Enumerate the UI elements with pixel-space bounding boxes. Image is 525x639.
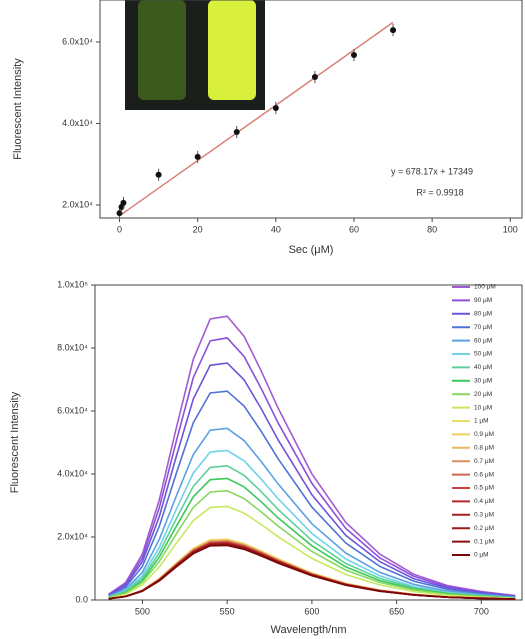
data-point [233, 129, 240, 136]
y-tick-label: 0.0 [75, 594, 88, 604]
legend-label: 100 μM [474, 284, 496, 291]
vial-bright [208, 0, 256, 100]
x-tick-label: 100 [503, 224, 518, 234]
y-tick-label: 2.0x10⁴ [62, 199, 93, 209]
legend-label: 0.2 μM [474, 525, 494, 532]
spectrum-line [108, 449, 516, 599]
legend-label: 0.8 μM [474, 445, 494, 452]
x-tick-label: 600 [304, 606, 319, 616]
fit-line [119, 21, 394, 217]
legend-label: 20 μM [474, 391, 492, 398]
spectrum-line [108, 427, 516, 599]
legend-label: 0.9 μM [474, 431, 494, 438]
data-point [155, 171, 162, 178]
legend-label: 60 μM [474, 337, 492, 344]
x-axis-title: Wavelength/nm [270, 624, 346, 636]
y-tick-label: 4.0x10⁴ [57, 468, 88, 478]
legend-label: 10 μM [474, 404, 492, 411]
spectrum-line [108, 464, 516, 599]
legend-label: 0.5 μM [474, 485, 494, 492]
x-axis-title: Sec (μM) [289, 244, 334, 256]
x-tick-label: 20 [193, 224, 203, 234]
y-tick-label: 2.0x10⁴ [57, 531, 88, 541]
vial-photo [125, 0, 265, 110]
legend-label: 0.7 μM [474, 458, 494, 465]
y-axis-title: Fluorescent Intensity [9, 391, 21, 493]
y-axis-title: Fluorescent Intensity [12, 58, 24, 160]
data-point [390, 27, 397, 34]
vial-dark [138, 0, 186, 100]
data-point [311, 74, 318, 81]
legend-label: 0.3 μM [474, 512, 494, 519]
legend-label: 0 μM [474, 552, 489, 559]
y-tick-label: 4.0x10⁴ [62, 118, 93, 128]
plot-frame [99, 0, 523, 219]
y-tick-label: 6.0x10⁴ [57, 405, 88, 415]
spectrum-line [108, 315, 516, 597]
x-tick-label: 60 [349, 224, 359, 234]
fit-equation: y = 678.17x + 17349 [391, 166, 473, 176]
x-tick-label: 700 [474, 606, 489, 616]
legend-label: 40 μM [474, 364, 492, 371]
legend-label: 30 μM [474, 378, 492, 385]
spectrum-line [108, 489, 516, 600]
y-tick-label: 1.0x10⁵ [57, 279, 88, 289]
data-point [350, 52, 357, 59]
y-tick-label: 8.0x10⁴ [57, 342, 88, 352]
legend-label: 0.6 μM [474, 471, 494, 478]
spectrum-line [108, 337, 516, 597]
x-tick-label: 80 [427, 224, 437, 234]
legend-label: 0.1 μM [474, 538, 494, 545]
legend-label: 70 μM [474, 324, 492, 331]
legend-label: 80 μM [474, 311, 492, 318]
r-squared: R² = 0.9918 [416, 187, 463, 197]
legend-label: 1 μM [474, 418, 489, 425]
x-tick-label: 0 [117, 224, 122, 234]
spectrum-line [108, 390, 516, 598]
spectrum-line [108, 362, 516, 598]
data-point [120, 199, 127, 206]
x-tick-label: 500 [135, 606, 150, 616]
legend-label: 0.4 μM [474, 498, 494, 505]
x-tick-label: 650 [389, 606, 404, 616]
spectrum-line [108, 505, 516, 600]
data-point [272, 104, 279, 111]
x-tick-label: 550 [220, 606, 235, 616]
legend-label: 90 μM [474, 297, 492, 304]
spectrum-line [108, 477, 516, 599]
legend-label: 50 μM [474, 351, 492, 358]
spectrum-line [108, 544, 516, 600]
y-tick-label: 6.0x10⁴ [62, 36, 93, 46]
data-point [194, 153, 201, 160]
x-tick-label: 40 [271, 224, 281, 234]
plot-frame [94, 284, 523, 601]
